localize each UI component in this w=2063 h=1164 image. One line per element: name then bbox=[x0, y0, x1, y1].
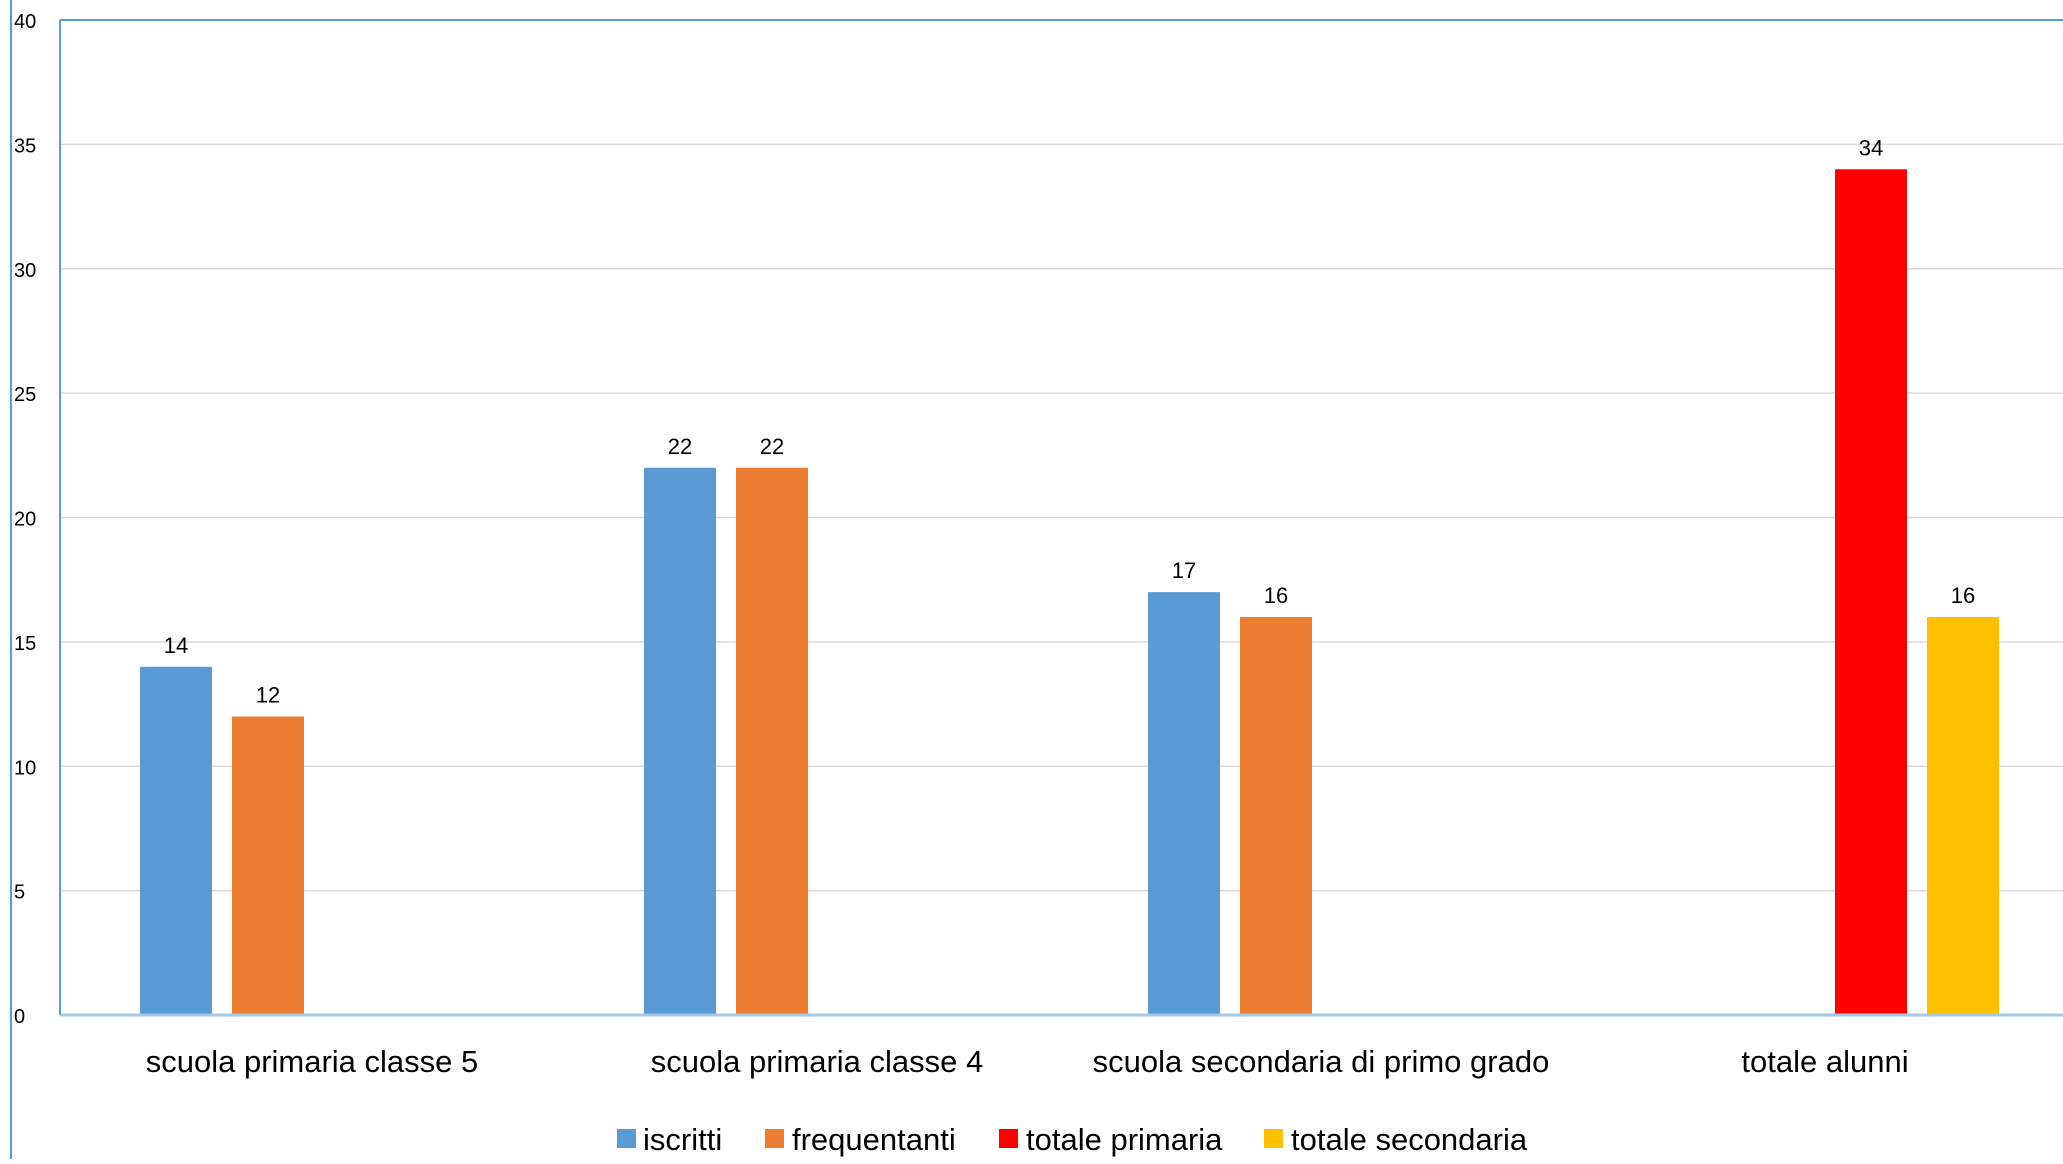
bars bbox=[140, 169, 1999, 1015]
bar-frequentanti bbox=[1240, 617, 1312, 1015]
legend-label: totale primaria bbox=[1026, 1122, 1223, 1157]
y-tick-label: 10 bbox=[14, 757, 36, 779]
bar-iscritti bbox=[140, 666, 212, 1015]
x-category-label: totale alunni bbox=[1741, 1044, 1908, 1079]
y-tick-label: 30 bbox=[14, 260, 36, 282]
data-label: 14 bbox=[164, 633, 188, 658]
y-tick-label: 0 bbox=[14, 1006, 25, 1028]
x-category-label: scuola primaria classe 4 bbox=[651, 1044, 984, 1079]
x-axis-category-labels: scuola primaria classe 5 scuola primaria … bbox=[146, 1044, 1909, 1079]
bar-iscritti bbox=[1148, 592, 1220, 1015]
data-label: 22 bbox=[760, 434, 784, 459]
y-tick-label: 5 bbox=[14, 882, 25, 904]
data-label: 22 bbox=[668, 434, 692, 459]
bar-frequentanti bbox=[736, 467, 808, 1015]
y-tick-label: 35 bbox=[14, 135, 36, 157]
bar-iscritti bbox=[644, 467, 716, 1015]
legend-swatch bbox=[1264, 1129, 1283, 1148]
legend-swatch bbox=[999, 1129, 1018, 1148]
chart-frame bbox=[10, 0, 2063, 1159]
data-labels: 14 12 22 22 17 16 34 16 bbox=[164, 135, 1975, 707]
x-category-label: scuola secondaria di primo grado bbox=[1093, 1044, 1550, 1079]
legend-label: totale secondaria bbox=[1291, 1122, 1528, 1157]
legend: iscritti frequentanti totale primaria total… bbox=[617, 1122, 1528, 1157]
data-label: 16 bbox=[1951, 583, 1975, 608]
data-label: 34 bbox=[1859, 135, 1883, 160]
gridlines bbox=[60, 19, 2063, 892]
bar-totale-secondaria bbox=[1927, 617, 1999, 1015]
legend-swatch bbox=[765, 1129, 784, 1148]
legend-label: frequentanti bbox=[792, 1122, 956, 1157]
bar-totale-primaria bbox=[1835, 169, 1907, 1015]
y-tick-label: 15 bbox=[14, 633, 36, 655]
y-axis-tick-labels: 0 5 10 15 20 25 30 35 40 bbox=[14, 11, 36, 1028]
data-label: 17 bbox=[1172, 558, 1196, 583]
legend-label: iscritti bbox=[643, 1122, 722, 1157]
y-tick-label: 40 bbox=[14, 11, 36, 33]
y-tick-label: 20 bbox=[14, 509, 36, 531]
x-category-label: scuola primaria classe 5 bbox=[146, 1044, 479, 1079]
data-label: 12 bbox=[256, 683, 280, 708]
data-label: 16 bbox=[1264, 583, 1288, 608]
bar-frequentanti bbox=[232, 716, 304, 1015]
y-tick-label: 25 bbox=[14, 384, 36, 406]
legend-swatch bbox=[617, 1129, 636, 1148]
